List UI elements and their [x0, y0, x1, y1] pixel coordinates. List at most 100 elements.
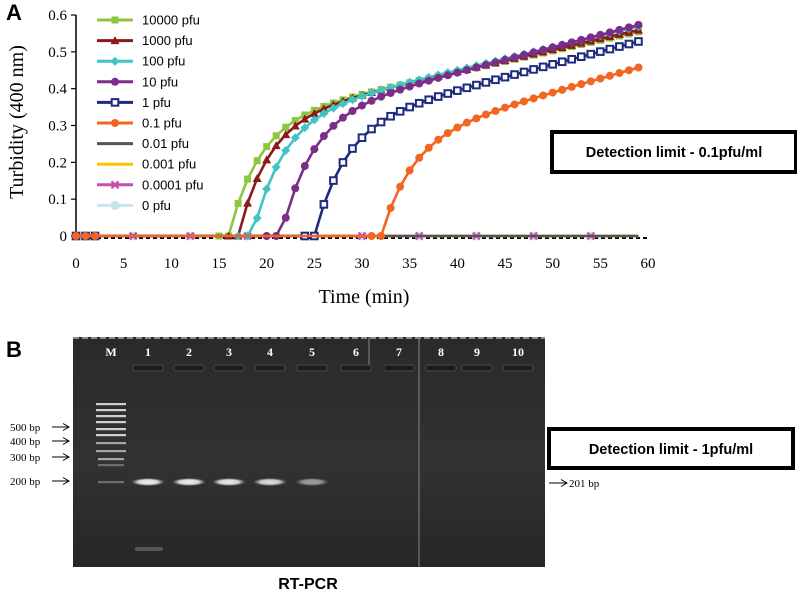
data-point [510, 100, 519, 109]
data-point [538, 62, 548, 72]
lane-label-3: 3 [226, 345, 232, 359]
y-tick-label: 0.2 [48, 155, 67, 171]
data-point [262, 155, 272, 164]
y-tick-label: 0.3 [48, 119, 67, 135]
gel-well [383, 364, 415, 372]
data-point [310, 145, 319, 154]
data-point [281, 145, 291, 155]
data-point [510, 53, 519, 62]
data-point [271, 162, 281, 172]
legend-entry: 0.001 pfu [97, 157, 196, 172]
data-point [291, 184, 300, 193]
legend-label: 1 pfu [142, 95, 171, 110]
lane-label-4: 4 [267, 345, 273, 359]
data-point [434, 73, 443, 82]
data-point [300, 114, 310, 123]
lane-label-10: 10 [512, 345, 524, 359]
data-point [110, 98, 120, 107]
data-point [395, 107, 405, 116]
data-point [263, 143, 271, 151]
data-point [252, 173, 262, 182]
chart-legend: 10000 pfu 1000 pfu 100 pfu 10 pfu 1 pfu 0.1 p… [97, 13, 203, 213]
legend-entry: 0.01 pfu [97, 136, 189, 151]
data-point [520, 50, 529, 59]
data-point [491, 75, 500, 85]
x-tick-label: 30 [355, 256, 370, 272]
sample-band [253, 478, 287, 486]
data-point [634, 20, 643, 29]
data-point [357, 133, 367, 142]
data-point [615, 42, 624, 51]
data-point [557, 57, 567, 67]
data-point [615, 25, 624, 34]
data-point [377, 232, 386, 240]
data-point [271, 141, 281, 150]
data-point [539, 45, 548, 54]
data-point [405, 102, 414, 112]
data-point [309, 109, 319, 118]
data-point [443, 89, 453, 98]
data-point [111, 77, 119, 86]
data-point [290, 133, 300, 143]
data-point [110, 36, 120, 45]
x-axis-title: Time (min) [319, 286, 410, 308]
data-point [453, 123, 462, 132]
data-point [453, 86, 462, 95]
data-point [481, 78, 491, 87]
data-point [309, 115, 319, 125]
data-point [548, 60, 557, 69]
data-point [300, 162, 309, 171]
gel-background [73, 337, 545, 567]
data-point [338, 113, 347, 122]
data-point [252, 213, 262, 223]
data-point [290, 121, 300, 130]
ladder-arrowhead [62, 477, 70, 485]
band-arrowhead [560, 479, 568, 487]
x-tick-label: 45 [498, 256, 513, 272]
y-tick-label: 0.5 [48, 45, 67, 61]
data-point [539, 91, 548, 100]
data-point [348, 107, 357, 116]
data-point [72, 232, 80, 240]
data-point [253, 157, 261, 165]
data-point [272, 132, 280, 140]
data-point [462, 118, 471, 127]
data-point [405, 166, 414, 175]
data-point [386, 111, 395, 121]
data-point [415, 79, 424, 88]
data-point [396, 85, 405, 94]
y-tick-label: 0.1 [48, 192, 67, 208]
data-point [433, 92, 443, 101]
legend-entry: 100 pfu [97, 54, 185, 69]
data-point [328, 103, 338, 113]
data-point [586, 77, 595, 86]
data-point [424, 143, 433, 152]
x-tick-label: 25 [307, 256, 322, 272]
gel-well [502, 364, 534, 372]
data-point [291, 117, 299, 125]
data-point [624, 66, 633, 75]
data-point [367, 124, 376, 134]
legend-entry: 1 pfu [97, 95, 171, 110]
data-point [386, 89, 395, 98]
data-point [367, 232, 376, 240]
ladder-band [96, 409, 126, 412]
legend-entry: 10 pfu [97, 74, 178, 89]
data-point [244, 175, 252, 183]
data-point [357, 91, 367, 101]
legend-label: 1000 pfu [142, 33, 193, 48]
data-point [376, 85, 386, 95]
data-point [453, 68, 462, 77]
data-point [481, 60, 490, 69]
data-point [548, 88, 557, 97]
data-point [110, 56, 120, 66]
x-tick-label: 35 [402, 256, 417, 272]
data-point [501, 103, 509, 112]
sample-band [295, 478, 329, 486]
gel-image: M 1 2 3 4 5 6 7 8 9 10 [73, 337, 545, 567]
lane-label-8: 8 [438, 345, 444, 359]
data-point [358, 101, 366, 110]
data-point [282, 123, 290, 131]
data-point [424, 95, 434, 105]
gel-well [296, 364, 328, 372]
